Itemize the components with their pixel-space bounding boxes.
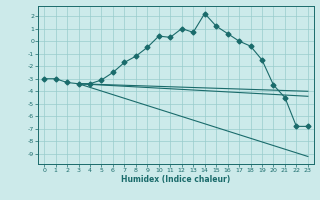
X-axis label: Humidex (Indice chaleur): Humidex (Indice chaleur) — [121, 175, 231, 184]
